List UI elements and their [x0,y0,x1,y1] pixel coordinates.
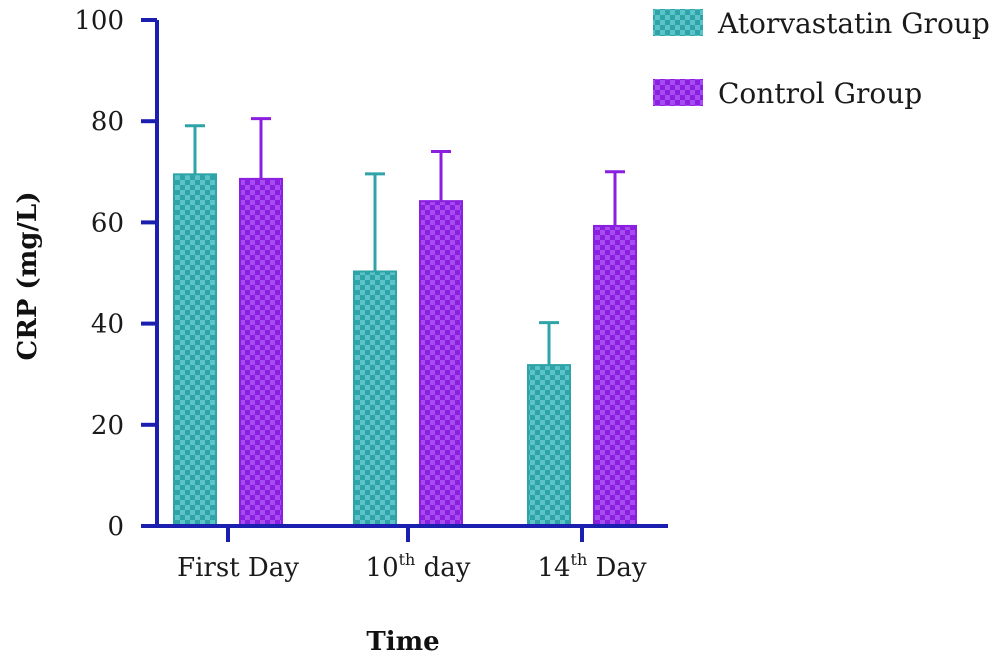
y-tick-label: 60 [91,208,124,238]
bars-layer [173,173,637,528]
legend-label-atorvastatin: Atorvastatin Group [717,7,990,40]
bar [593,224,637,528]
y-tick-label: 100 [74,6,124,36]
x-tick-label-sup: th [399,550,416,569]
x-tick-label: 14th Day [537,550,646,583]
x-tick-label-base: 14 [537,553,570,583]
x-tick-label-sup: th [571,550,588,569]
x-tick-label-rest: day [415,553,470,583]
y-tick-label: 40 [91,310,124,340]
legend-swatch-control [653,79,703,106]
x-axis-title: Time [366,627,439,657]
x-tick-label: First Day [177,553,299,583]
x-axis-ticks: First Day 10th day 14th Day [177,526,647,583]
x-tick-label-rest: Day [587,553,647,583]
y-tick-label: 20 [91,411,124,441]
y-axis-ticks: 0 20 40 60 80 100 [74,6,157,542]
x-tick-label-base: 10 [366,553,399,583]
bar [173,173,217,528]
error-bars-layer [185,117,625,366]
y-tick-label: 80 [91,107,124,137]
bar [527,364,571,528]
y-axis-title: CRP (mg/L) [13,192,43,361]
y-tick-label: 0 [107,512,124,542]
legend: Atorvastatin Group Control Group [653,7,990,110]
bar [419,200,463,527]
x-tick-label: 10th day [366,550,471,583]
legend-swatch-atorvastatin [653,9,703,36]
bar [353,270,397,527]
legend-label-control: Control Group [718,77,922,110]
bar [239,177,283,527]
x-tick-label-base: First Day [177,553,299,583]
